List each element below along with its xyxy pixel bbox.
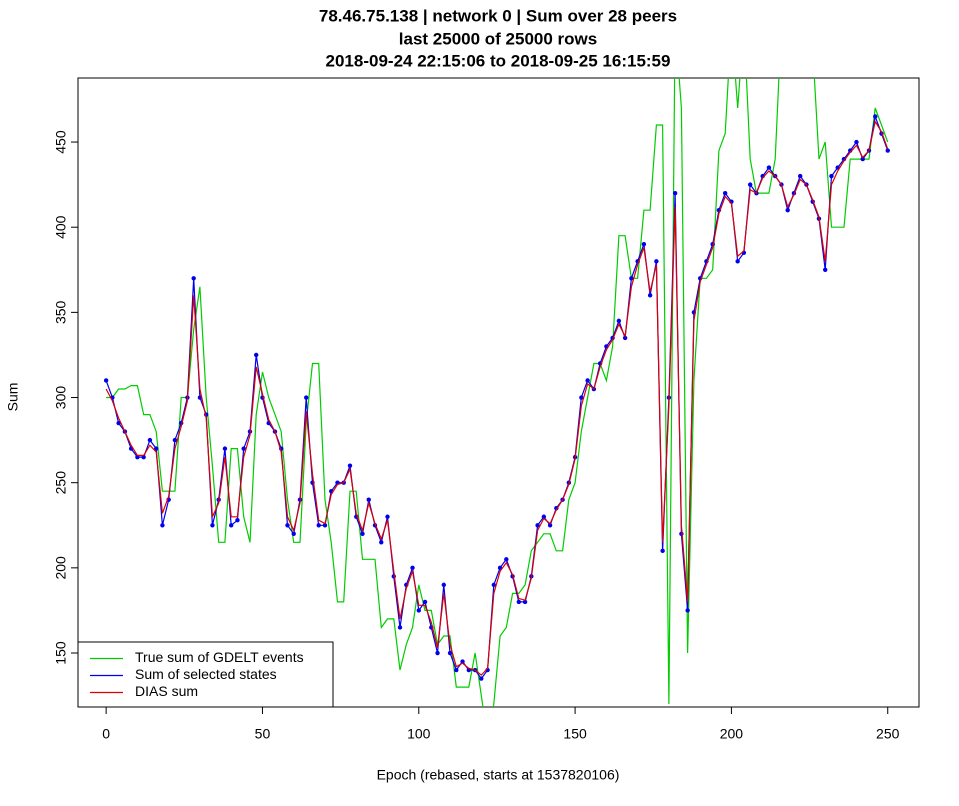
series-point: [241, 446, 246, 451]
series-line: [105, 114, 889, 680]
series-point: [416, 608, 421, 613]
series-line: [105, 120, 889, 676]
series-point: [672, 190, 678, 196]
series-point: [222, 446, 228, 451]
chart-subtitle: last 25000 of 25000 rows: [399, 29, 597, 48]
series-point: [541, 514, 547, 519]
series-point: [860, 156, 865, 162]
series-point: [397, 625, 403, 630]
series-point: [285, 523, 290, 528]
y-tick-label: 200: [53, 556, 69, 580]
series-point: [579, 395, 584, 400]
series-point: [522, 599, 528, 605]
y-tick-label: 150: [53, 641, 69, 665]
series-point: [654, 259, 659, 264]
series-point: [103, 378, 109, 383]
series-point: [147, 437, 153, 443]
series-point: [797, 173, 803, 179]
series-point: [616, 318, 622, 324]
chart-title: 78.46.75.138 | network 0 | Sum over 28 p…: [319, 6, 677, 25]
y-tick-label: 450: [53, 130, 69, 154]
series-point: [622, 335, 628, 341]
series-point: [722, 190, 728, 196]
x-tick-label: 50: [255, 726, 271, 742]
x-axis-label: Epoch (rebased, starts at 1537820106): [377, 767, 620, 783]
series-point: [441, 582, 446, 588]
series-point: [454, 667, 459, 673]
x-tick-label: 0: [102, 726, 110, 742]
series-point: [516, 599, 522, 605]
x-tick-label: 100: [407, 726, 431, 742]
series-point: [135, 454, 140, 460]
y-tick-label: 350: [53, 300, 69, 324]
series-point: [885, 148, 890, 153]
series-point: [460, 659, 465, 664]
series-point: [547, 523, 553, 528]
series-point: [479, 676, 484, 681]
series-point: [160, 523, 165, 528]
series-point: [629, 276, 634, 281]
series-point: [435, 650, 440, 656]
series-point: [447, 650, 453, 656]
series-point: [873, 114, 878, 119]
series-point: [422, 599, 428, 605]
series-point: [210, 523, 215, 528]
series-point: [823, 267, 828, 272]
series-point: [854, 139, 859, 145]
series-point: [322, 523, 328, 528]
series-point: [491, 582, 497, 588]
legend-label: True sum of GDELT events: [135, 649, 304, 665]
series-point: [379, 540, 384, 545]
x-tick-label: 150: [563, 726, 587, 742]
series-point: [172, 437, 178, 443]
series-point: [660, 548, 665, 554]
series-point: [647, 293, 653, 298]
y-tick-label: 300: [53, 386, 69, 410]
y-tick-label: 400: [53, 215, 69, 239]
series-point: [829, 173, 834, 179]
series-point: [347, 463, 353, 468]
series-point: [410, 565, 415, 571]
series-line: [106, 78, 889, 707]
x-tick-label: 200: [720, 726, 744, 742]
series-point: [685, 608, 690, 613]
series-point: [641, 242, 647, 247]
series-point: [191, 276, 196, 281]
series-point: [116, 420, 121, 426]
series-point: [385, 514, 390, 519]
series-point: [535, 523, 540, 528]
series-point: [360, 531, 365, 536]
legend-box: [77, 641, 334, 708]
series-point: [254, 352, 259, 358]
plot-frame: [77, 77, 920, 708]
series-point: [735, 259, 740, 264]
legend-label: DIAS sum: [135, 683, 198, 699]
chart-subtitle: 2018-09-24 22:15:06 to 2018-09-25 16:15:…: [326, 51, 671, 70]
series-point: [141, 454, 146, 460]
plot-area: [103, 78, 890, 707]
x-tick-label: 250: [876, 726, 900, 742]
series-point: [235, 517, 240, 523]
series-point: [304, 395, 309, 400]
y-tick-label: 250: [53, 471, 69, 495]
series-point: [316, 523, 321, 528]
series-point: [228, 523, 234, 528]
series-point: [747, 182, 753, 187]
series-point: [766, 165, 772, 170]
series-point: [504, 557, 509, 562]
y-axis-label: Sum: [5, 383, 21, 412]
series-point: [291, 531, 296, 536]
series-point: [585, 378, 590, 383]
series-point: [785, 207, 790, 213]
series-point: [366, 497, 371, 502]
legend-label: Sum of selected states: [135, 666, 277, 682]
series-point: [153, 446, 159, 451]
